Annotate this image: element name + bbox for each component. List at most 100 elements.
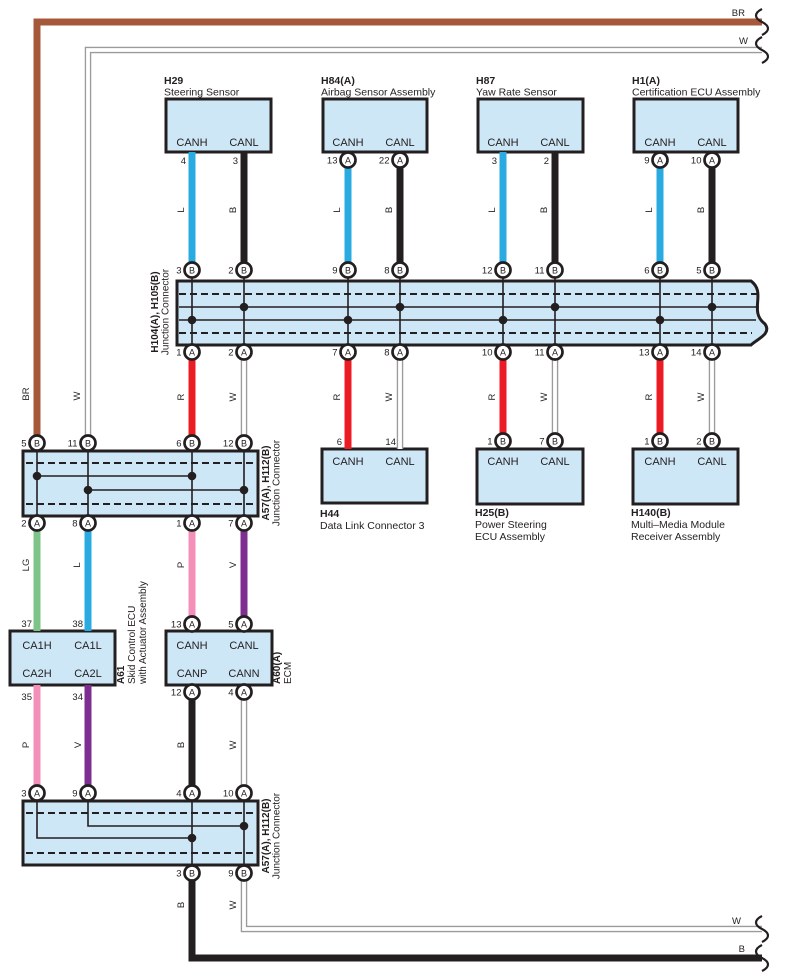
continuation-squiggle xyxy=(754,36,770,64)
pin-connector-letter: A xyxy=(85,788,91,798)
wire-color-label: B xyxy=(228,207,239,213)
component-side-label: Junction Connector xyxy=(272,792,283,879)
pin-number: 7 xyxy=(228,519,233,530)
pin-connector-letter: A xyxy=(709,155,715,165)
pin-connector-letter: A xyxy=(709,347,715,357)
pin-connector-letter: B xyxy=(552,436,558,446)
junction-band-JB1 xyxy=(175,279,769,347)
pin-connector-circle xyxy=(235,261,253,279)
component-id: H84(A) xyxy=(321,75,355,87)
pin-connector-letter: B xyxy=(34,438,40,448)
wire-color-label: L xyxy=(644,207,655,212)
pin-connector-letter: A xyxy=(189,687,195,697)
pin-label: CA2H xyxy=(22,668,51,680)
pin-number: 3 xyxy=(492,156,497,167)
component-side-label: A57(A), H112(B) xyxy=(261,445,272,520)
component-box-H44 xyxy=(320,447,429,505)
pin-connector-circle xyxy=(235,343,253,361)
pin-number: 12 xyxy=(482,266,493,277)
pin-label: CANL xyxy=(697,137,726,149)
pin-connector-letter: A xyxy=(241,518,247,528)
pin-connector-circle xyxy=(79,434,97,452)
pin-connector-letter: A xyxy=(241,788,247,798)
pin-connector-circle xyxy=(494,343,512,361)
pin-connector-circle xyxy=(651,343,669,361)
wire-color-label: W xyxy=(228,392,239,401)
pin-connector-letter: B xyxy=(85,438,91,448)
pin-connector-circle xyxy=(651,151,669,169)
pin-connector-letter: A xyxy=(241,619,247,629)
pin-label: CANH xyxy=(176,137,207,149)
component-box-H29 xyxy=(164,97,273,154)
component-id: H1(A) xyxy=(632,75,660,87)
component-side-label: H104(A), H105(B) xyxy=(150,271,161,352)
pin-number: 1 xyxy=(176,519,181,530)
pin-connector-letter: B xyxy=(189,868,195,878)
pin-label: CANH xyxy=(332,137,363,149)
junction-dot xyxy=(655,315,665,325)
pin-number: 13 xyxy=(171,620,182,631)
component-title: Certification ECU Assembly xyxy=(632,87,761,99)
pin-number: 1 xyxy=(176,348,181,359)
pin-label: CANL xyxy=(385,456,414,468)
component-side-label: Junction Connector xyxy=(272,439,283,526)
component-box-H1A xyxy=(632,97,740,154)
pin-number: 1 xyxy=(644,437,649,448)
pin-connector-circle xyxy=(183,615,201,633)
pin-connector-letter: A xyxy=(345,347,351,357)
wire-color-label: W xyxy=(696,392,707,401)
wire-color-label: L xyxy=(487,207,498,212)
junction-dot xyxy=(343,315,353,325)
component-id: H140(B) xyxy=(631,507,671,519)
pin-label: CANL xyxy=(385,137,414,149)
pin-label: CA2L xyxy=(74,668,102,680)
component-title: Airbag Sensor Assembly xyxy=(321,87,436,99)
pin-number: 37 xyxy=(21,619,32,630)
pin-connector-letter: B xyxy=(709,265,715,275)
pin-connector-letter: A xyxy=(500,347,506,357)
pin-label: CANH xyxy=(644,137,675,149)
component-id: H87 xyxy=(476,75,495,87)
pin-number: 6 xyxy=(176,439,181,450)
pin-label: CANL xyxy=(540,137,569,149)
component-side-label: Skid Control ECU xyxy=(127,606,138,684)
junction-dot xyxy=(32,471,42,481)
pin-connector-circle xyxy=(183,261,201,279)
pin-number: 4 xyxy=(181,156,186,167)
pin-number: 3 xyxy=(233,156,238,167)
component-side-label: A60(A) xyxy=(272,652,283,684)
pin-number: 13 xyxy=(639,348,650,359)
continuation-squiggle xyxy=(754,915,770,943)
pin-number: 22 xyxy=(379,156,390,167)
component-box-H84A xyxy=(321,97,429,154)
pin-label: CA1L xyxy=(74,640,102,652)
pin-number: 2 xyxy=(228,266,233,277)
pin-number: 12 xyxy=(171,688,182,699)
junction-dot xyxy=(187,471,197,481)
pin-connector-circle xyxy=(235,434,253,452)
pin-connector-circle xyxy=(183,514,201,532)
pin-connector-letter: B xyxy=(500,265,506,275)
pin-connector-circle xyxy=(235,784,253,802)
pin-number: 8 xyxy=(384,266,389,277)
continuation-squiggle xyxy=(754,944,770,972)
pin-connector-letter: A xyxy=(345,155,351,165)
pin-connector-circle xyxy=(339,343,357,361)
pin-number: 11 xyxy=(68,439,78,450)
pin-connector-circle xyxy=(235,864,253,882)
wire-color-label: R xyxy=(487,393,498,400)
pin-connector-circle xyxy=(703,343,721,361)
junction-dot xyxy=(550,302,560,312)
junction-dot xyxy=(239,821,249,831)
wire-B xyxy=(188,881,762,962)
pin-connector-letter: B xyxy=(397,265,403,275)
component-id: H44 xyxy=(320,508,339,520)
wire-color-label: BR xyxy=(732,8,745,19)
wire-color-label: W xyxy=(739,36,748,47)
pin-connector-circle xyxy=(339,151,357,169)
pin-connector-circle xyxy=(391,151,409,169)
pin-connector-circle xyxy=(28,784,46,802)
pin-connector-letter: B xyxy=(552,265,558,275)
wire-W xyxy=(86,48,762,435)
